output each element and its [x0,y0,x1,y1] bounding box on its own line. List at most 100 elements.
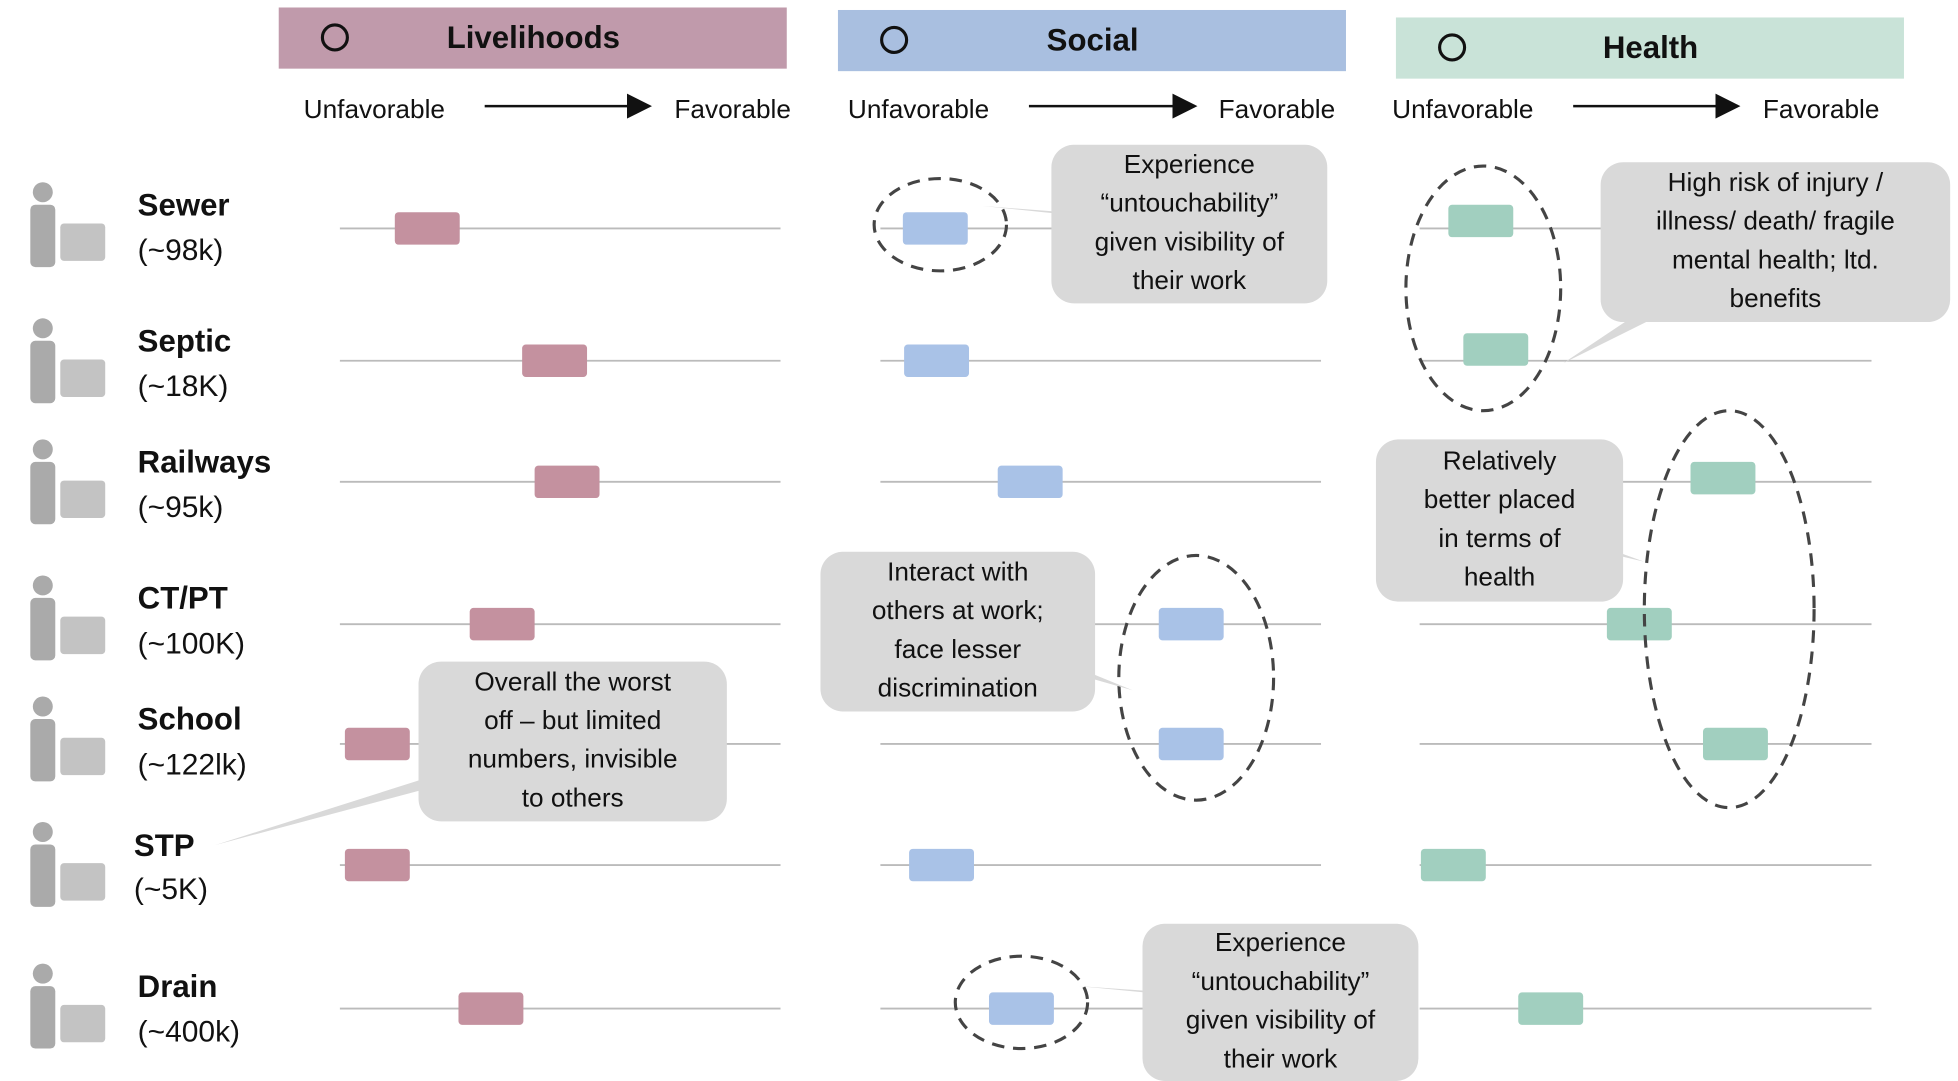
callout-box [1142,923,1419,1081]
position-marker [1158,607,1224,641]
callout-text: better placed [1424,484,1576,514]
worker-icon [60,223,106,261]
worker-icon [60,1004,106,1043]
worker-icon [32,963,53,984]
row-size: (~18K) [138,370,229,403]
highlight-ellipse [1642,409,1816,810]
worker-icon [60,359,106,397]
callout-box [1051,144,1328,304]
header-icon [320,23,349,52]
scale-to: Favorable [674,94,791,124]
header-band [1395,17,1904,79]
callout-text: in terms of [1438,523,1561,553]
callout-text: Experience [1215,927,1346,957]
row-name: CT/PT [138,581,228,616]
header-band [278,7,787,69]
row-name: Drain [138,969,218,1004]
position-marker [904,344,970,377]
position-marker [997,465,1063,499]
worker-icon [30,340,56,404]
position-marker [1606,607,1672,641]
callout-text: numbers, invisible [468,744,678,774]
callout-text: Experience [1124,149,1255,179]
position-marker [1448,204,1514,238]
callout-text: face lesser [894,634,1021,664]
position-marker [1690,461,1756,495]
position-marker [344,727,410,761]
worker-icon [30,986,56,1049]
worker-icon [30,844,56,907]
position-marker [909,848,975,882]
callout-text: Overall the worst [474,666,671,696]
row-size: (~400k) [138,1015,240,1048]
callout-box [1375,439,1624,602]
row-size: (~5K) [134,873,208,906]
callout-text: Interact with [887,557,1028,587]
position-marker [902,212,968,245]
callout-box [418,661,727,822]
row-size: (~98k) [138,234,224,267]
callout-box [820,551,1096,712]
callout-text: given visibility of [1186,1005,1376,1035]
highlight-ellipse [872,176,1009,273]
worker-icon [30,597,56,661]
callout-box [1600,162,1951,323]
scale-from: Unfavorable [1392,94,1533,124]
worker-icon [60,863,106,901]
row-size: (~122lk) [138,748,247,781]
callout-text: benefits [1730,283,1822,313]
row-name: Sewer [138,187,230,222]
header-title: Livelihoods [447,20,620,55]
worker-icon [60,616,106,655]
worker-icon [32,696,53,717]
worker-icon [32,182,53,203]
worker-icon [60,480,106,519]
position-marker [394,212,460,245]
worker-icon [60,737,106,776]
header-title: Social [1047,23,1139,58]
row-name: STP [134,828,195,863]
callout-text: illness/ death/ fragile [1656,206,1895,236]
header-band [837,9,1346,72]
position-marker [1420,848,1486,882]
callout-text: High risk of injury / [1668,167,1884,197]
scale-to: Favorable [1219,94,1336,124]
callout-text: “untouchability” [1192,966,1370,996]
callout-text: health [1464,561,1535,591]
position-marker [344,848,410,882]
worker-icon [30,204,56,268]
header-icon [880,25,909,54]
position-marker [1463,333,1529,366]
row-size: (~100K) [138,627,245,660]
callout-text: their work [1133,265,1247,295]
highlight-ellipse [1117,553,1276,802]
worker-icon [32,821,53,842]
row-name: Railways [138,445,272,480]
callout-text: mental health; ltd. [1672,244,1879,274]
callout-text: discrimination [878,673,1038,703]
highlight-ellipse [1404,164,1563,413]
position-marker [469,607,535,641]
row-name: School [138,702,242,737]
position-marker [1518,992,1584,1025]
position-marker [458,992,524,1025]
callout-text: others at work; [872,595,1044,625]
scale-from: Unfavorable [304,94,445,124]
callout-text: to others [522,782,624,812]
scale-from: Unfavorable [848,94,989,124]
highlight-ellipse [953,954,1090,1051]
position-marker [988,992,1054,1025]
header-title: Health [1603,30,1698,65]
worker-icon [30,719,56,782]
callout-text: off – but limited [484,705,661,735]
position-marker [1702,727,1768,761]
callout-text: given visibility of [1095,226,1285,256]
worker-icon [32,575,53,596]
callout-text: their work [1224,1043,1338,1073]
row-size: (~95k) [138,491,224,524]
worker-icon [32,439,53,460]
scale-to: Favorable [1763,94,1880,124]
callout-text: Relatively [1443,445,1557,475]
worker-icon [30,461,56,525]
